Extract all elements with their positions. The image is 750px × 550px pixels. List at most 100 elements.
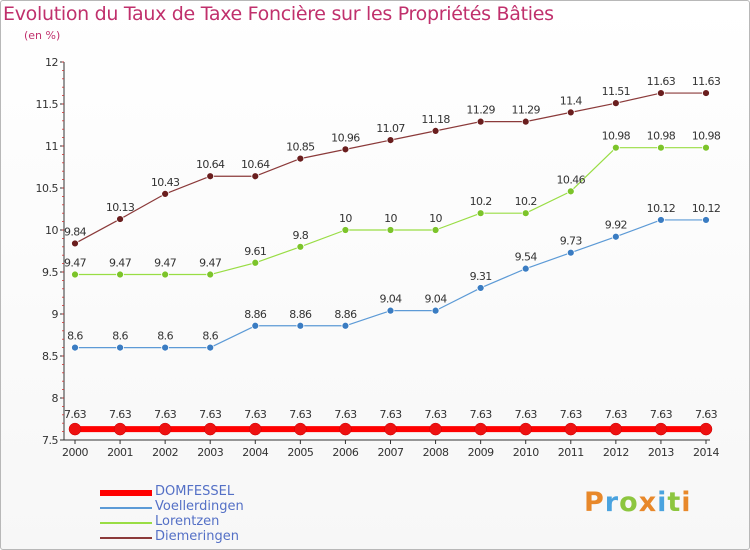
- data-point: [702, 89, 710, 97]
- x-tick-label: 2003: [197, 446, 223, 459]
- x-tick-label: 2012: [603, 446, 629, 459]
- data-label: 9.61: [244, 245, 266, 258]
- legend-item-voellerdingen: Voellerdingen: [100, 499, 300, 515]
- data-point: [566, 248, 575, 257]
- logo-letter: x: [638, 487, 658, 518]
- data-label: 7.63: [425, 408, 448, 421]
- data-label: 11.63: [692, 75, 721, 88]
- data-label: 7.63: [334, 408, 357, 421]
- legend-label: DOMFESSEL: [155, 484, 235, 499]
- logo-letter: r: [604, 487, 620, 518]
- data-label: 10.85: [286, 141, 315, 154]
- data-point: [521, 117, 530, 126]
- data-point: [474, 422, 487, 436]
- data-point: [702, 143, 710, 152]
- data-point: [699, 422, 713, 436]
- logo-letter: i: [681, 487, 692, 518]
- data-label: 9.8: [293, 229, 309, 242]
- data-label: 8.86: [244, 308, 267, 321]
- data-point: [251, 258, 260, 267]
- data-label: 7.63: [379, 408, 402, 421]
- data-label: 8.6: [157, 330, 173, 343]
- data-label: 7.63: [154, 408, 177, 421]
- data-label: 10: [339, 212, 352, 225]
- data-label: 11.29: [466, 104, 495, 117]
- data-point: [251, 321, 260, 330]
- data-label: 11.18: [421, 113, 450, 126]
- data-label: 7.63: [289, 408, 312, 421]
- data-label: 10.43: [151, 176, 180, 189]
- data-point: [431, 126, 440, 135]
- data-point: [113, 422, 127, 436]
- data-point: [206, 343, 215, 352]
- data-label: 9.47: [199, 257, 222, 270]
- legend-label: Diemeringen: [155, 529, 239, 544]
- data-point: [341, 321, 350, 330]
- data-label: 9.92: [605, 219, 627, 232]
- data-label: 10: [429, 212, 442, 225]
- y-tick-label: 10.5: [36, 182, 59, 195]
- data-point: [294, 422, 307, 436]
- data-label: 11.63: [647, 75, 676, 88]
- data-point: [296, 154, 305, 163]
- data-label: 10.13: [106, 201, 135, 214]
- x-tick-label: 2004: [242, 446, 268, 459]
- data-label: 11.29: [511, 104, 540, 117]
- data-point: [431, 226, 440, 234]
- data-label: 10.98: [602, 130, 631, 143]
- data-point: [611, 232, 620, 241]
- data-point: [521, 209, 530, 218]
- data-point: [296, 242, 305, 251]
- data-label: 9.47: [154, 257, 177, 270]
- legend-swatch: [100, 490, 152, 496]
- data-label: 7.63: [109, 408, 132, 421]
- data-point: [566, 108, 575, 117]
- data-point: [384, 422, 397, 436]
- legend-item-diemeringen: Diemeringen: [100, 529, 300, 545]
- data-point: [161, 343, 170, 352]
- data-point: [476, 117, 485, 126]
- data-point: [341, 145, 350, 154]
- y-tick-label: 10: [45, 224, 58, 237]
- y-tick-label: 9: [52, 308, 59, 321]
- data-point: [476, 209, 485, 218]
- logo-letter: P: [584, 487, 605, 518]
- data-label: 10.64: [196, 158, 225, 171]
- data-point: [611, 143, 620, 152]
- x-tick-label: 2005: [287, 446, 313, 459]
- data-label: 8.86: [334, 308, 357, 321]
- data-label: 7.63: [560, 408, 583, 421]
- data-point: [71, 343, 79, 352]
- data-point: [429, 422, 442, 436]
- data-point: [564, 422, 578, 436]
- data-point: [339, 422, 352, 436]
- data-point: [654, 422, 668, 436]
- data-label: 7.63: [515, 408, 538, 421]
- x-tick-label: 2010: [513, 446, 539, 459]
- data-label: 8.86: [289, 308, 312, 321]
- logo-letter: i: [657, 487, 668, 518]
- data-point: [341, 226, 350, 234]
- legend-swatch: [100, 522, 152, 524]
- data-point: [249, 422, 262, 436]
- data-label: 10.46: [557, 173, 586, 186]
- data-point: [657, 143, 665, 152]
- data-point: [296, 321, 305, 330]
- chart-title: Evolution du Taux de Taxe Foncière sur l…: [3, 3, 554, 25]
- data-label: 10.64: [241, 158, 270, 171]
- data-label: 9.04: [379, 293, 402, 306]
- data-label: 9.47: [109, 257, 132, 270]
- data-point: [116, 270, 124, 279]
- data-label: 7.63: [470, 408, 493, 421]
- data-point: [161, 270, 170, 279]
- data-point: [251, 172, 260, 181]
- data-label: 9.54: [515, 251, 538, 264]
- data-label: 10.96: [331, 131, 360, 144]
- data-label: 7.63: [605, 408, 628, 421]
- y-tick-label: 11: [45, 140, 58, 153]
- data-point: [203, 422, 217, 436]
- data-label: 11.07: [376, 122, 405, 135]
- x-tick-label: 2007: [378, 446, 404, 459]
- data-label: 9.31: [470, 270, 492, 283]
